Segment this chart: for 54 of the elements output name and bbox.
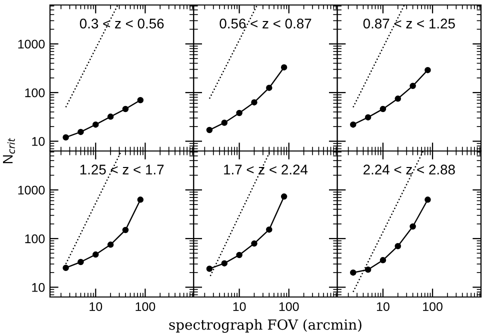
point	[266, 84, 272, 91]
point	[251, 240, 258, 247]
point	[221, 120, 228, 126]
point	[280, 193, 288, 200]
x-tick-label: 100	[136, 302, 156, 312]
point	[410, 82, 416, 90]
text: 0.56 < z < 0.87	[220, 18, 312, 28]
y-tick-label: 10	[32, 137, 45, 146]
point	[380, 106, 386, 112]
y-axis-title: N$_{crit}$	[3, 138, 15, 164]
point	[394, 96, 402, 102]
point	[380, 257, 386, 264]
point	[206, 126, 213, 134]
point	[122, 226, 129, 234]
x-tick-label: 10	[90, 302, 102, 312]
point	[266, 226, 272, 233]
x-tick-label: 100	[423, 302, 442, 312]
point	[424, 66, 431, 74]
y-tick-label: 100	[25, 88, 45, 98]
point	[92, 121, 99, 128]
point	[78, 258, 84, 266]
y-tick-label: 100	[25, 234, 45, 244]
x-tick-label: 100	[279, 302, 299, 312]
point	[236, 252, 242, 258]
point	[410, 223, 416, 230]
y-tick-label: 1000	[18, 186, 45, 195]
point	[221, 260, 228, 266]
point	[137, 196, 144, 203]
y-tick-label: 1000	[18, 40, 45, 49]
point	[206, 266, 213, 272]
point	[350, 121, 356, 128]
text: 2.24 < z < 2.88	[364, 164, 455, 174]
point	[78, 128, 84, 136]
point	[62, 134, 69, 141]
point	[236, 110, 242, 116]
x-axis-title: spectrograph FOV (arcmin)	[169, 319, 362, 333]
point	[364, 114, 372, 120]
point	[107, 242, 114, 248]
point	[350, 269, 356, 276]
point	[394, 242, 402, 250]
point	[280, 64, 288, 70]
x-tick-label: 10	[376, 302, 390, 312]
point	[364, 266, 372, 273]
point	[424, 196, 431, 203]
point	[62, 264, 69, 271]
point	[92, 251, 99, 258]
point	[137, 96, 144, 104]
y-tick-label: 10	[32, 283, 45, 292]
text: 1.25 < z < 1.7	[80, 164, 164, 174]
point	[251, 99, 258, 106]
x-tick-label: 10	[233, 302, 246, 312]
text: 0.87 < z < 1.25	[363, 18, 455, 28]
point	[122, 106, 129, 112]
point	[107, 114, 114, 120]
